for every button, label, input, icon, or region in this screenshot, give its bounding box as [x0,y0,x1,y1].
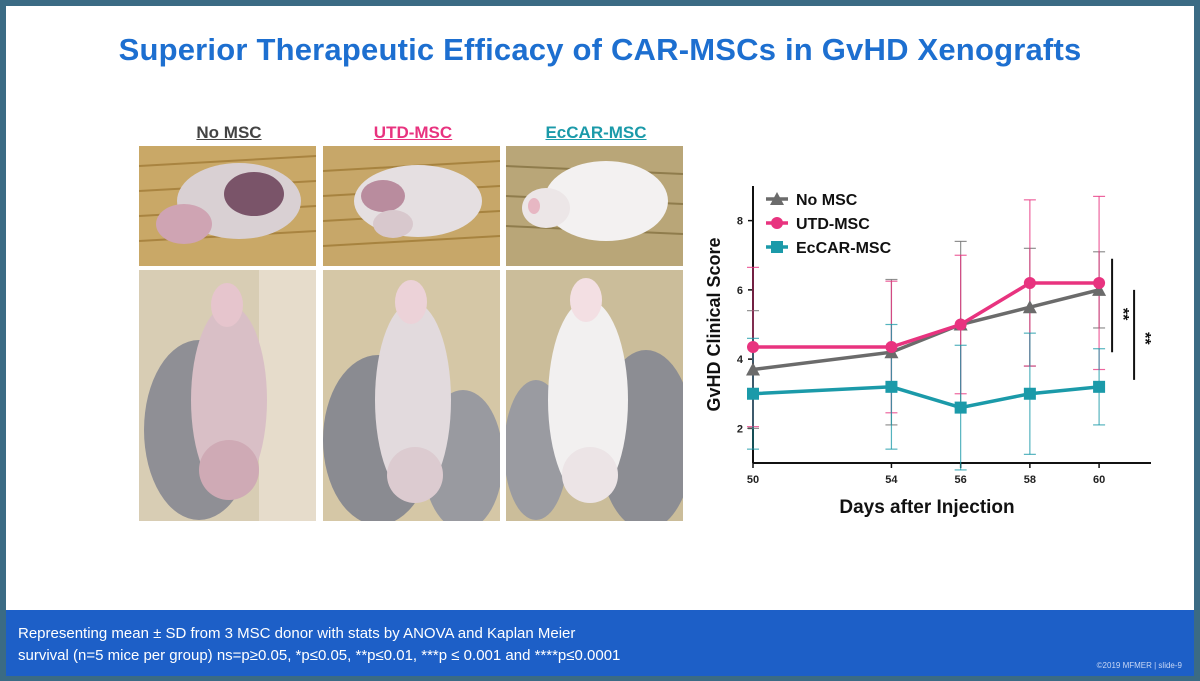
y-tick-label: 4 [737,354,744,366]
footer-line-2: survival (n=5 mice per group) ns=p≥0.05,… [18,647,621,664]
gvhd-clinical-score-chart: 2 4 6 8 50 54 56 58 60 Days after Injection GvHD C… [704,186,1153,518]
data-point [954,318,967,331]
data-point [1093,380,1106,393]
significance-label: ** [1114,308,1131,321]
data-point [1022,300,1037,314]
data-point [1093,276,1106,289]
panel-label-utd-msc: UTD-MSC [373,123,453,142]
mouse-photo-utd-msc-bottom [323,270,500,521]
x-tick-label: 54 [885,474,898,486]
series-line-0 [752,288,1100,372]
y-tick-label: 6 [737,285,743,297]
data-point [885,341,898,354]
slide-title: Superior Therapeutic Efficacy of CAR-MSC… [118,32,1082,67]
data-point [1092,282,1107,296]
footer-bar: Representing mean ± SD from 3 MSC donor … [6,610,1194,676]
data-point [1023,276,1036,289]
mouse-photo-utd-msc-top [323,146,500,266]
x-tick-label: 50 [747,474,759,486]
data-point [1023,387,1036,400]
footer-line-1: Representing mean ± SD from 3 MSC donor … [18,625,576,642]
series-line-1 [753,281,1100,349]
mouse-photo-eccar-msc-bottom [506,270,683,521]
y-axis-title: GvHD Clinical Score [704,237,724,411]
data-point [747,387,759,400]
significance-label: ** [1136,332,1153,345]
slide: Superior Therapeutic Efficacy of CAR-MSC… [6,6,1194,676]
data-point [747,341,759,354]
mouse-photo-no-msc-top [139,146,316,266]
legend-label: UTD-MSC [796,216,870,233]
panel-label-no-msc: No MSC [196,123,262,142]
copyright-note: ©2019 MFMER | slide-9 [1096,661,1182,670]
legend-marker [771,241,783,253]
legend-label: EcCAR-MSC [796,240,892,257]
legend-label: No MSC [796,192,858,209]
panel-label-eccar-msc: EcCAR-MSC [545,123,647,142]
x-tick-label: 58 [1024,474,1036,486]
mouse-photo-no-msc-bottom [139,270,316,521]
footer-text: Representing mean ± SD from 3 MSC donor … [18,623,778,667]
data-point [885,380,898,393]
series-line-2 [752,385,1100,410]
data-point [746,362,760,376]
x-tick-label: 60 [1093,474,1105,486]
y-tick-label: 8 [737,216,743,228]
x-tick-label: 56 [955,474,967,486]
y-tick-label: 2 [737,423,743,435]
data-point [954,401,967,414]
x-axis-title: Days after Injection [839,497,1014,518]
mouse-photo-eccar-msc-top [506,146,683,266]
legend-marker [771,217,783,229]
legend-marker [770,192,784,205]
